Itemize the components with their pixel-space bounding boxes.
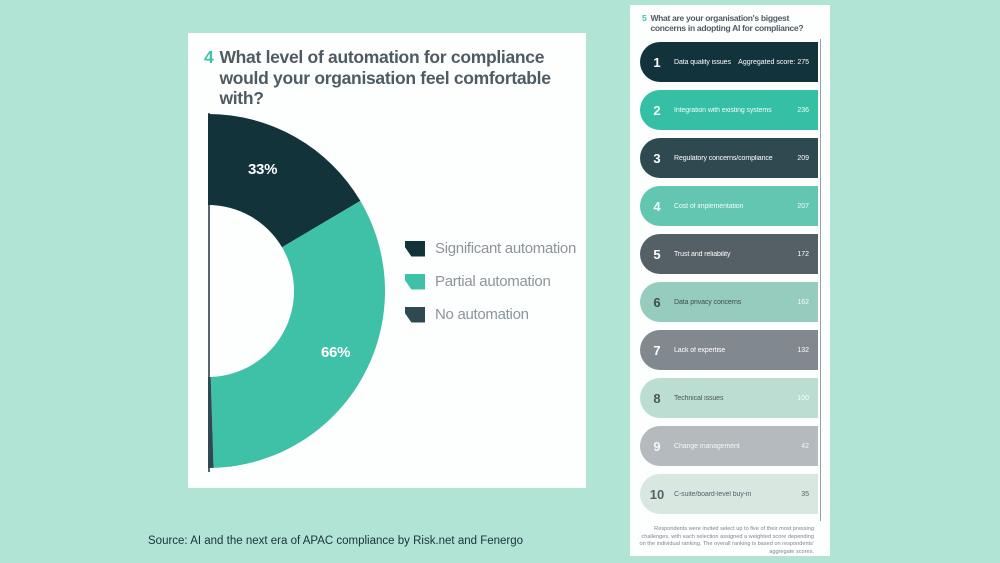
ranking-bar-5: 5 Trust and reliability 172	[640, 234, 818, 274]
ranking-question-title: 5 What are your organisation's biggest c…	[630, 5, 830, 33]
legend-marker-icon	[405, 240, 425, 257]
legend-label: Significant automation	[435, 240, 576, 257]
donut-slice-1	[210, 200, 385, 468]
concern-label: Change management	[674, 442, 740, 450]
ranking-bars: 1 Data quality issues Aggregated score: 27…	[640, 42, 818, 514]
concern-label: C-suite/board-level buy-in	[674, 490, 752, 498]
concern-label: Data privacy concerns	[674, 298, 742, 306]
rank-number: 1	[653, 54, 661, 70]
ranking-bar-8: 8 Technical issues 100	[640, 378, 818, 418]
ranking-bar-6: 6 Data privacy concerns 162	[640, 282, 818, 322]
donut-label-partial: 66%	[321, 344, 351, 361]
rank-number: 3	[653, 150, 661, 166]
concern-score: 42	[801, 442, 809, 450]
question-text: What are your organisation's biggest con…	[650, 13, 804, 34]
ranking-bar-7: 7 Lack of expertise 132	[640, 330, 818, 370]
donut-label-significant: 33%	[248, 161, 278, 178]
concerns-ranking-panel: 5 What are your organisation's biggest c…	[630, 5, 830, 556]
ranking-footnote: Respondents were invited select up to fi…	[639, 526, 814, 555]
legend-item-0: Significant automation	[405, 240, 576, 257]
concern-score: 172	[797, 250, 809, 258]
concern-score: 162	[797, 298, 809, 306]
legend-marker-icon	[405, 273, 425, 290]
concern-label: Regulatory concerns/compliance	[674, 154, 773, 162]
donut-legend: Significant automation Partial automation…	[405, 240, 576, 323]
concern-score: 132	[797, 346, 809, 354]
question-number: 4	[204, 47, 214, 67]
ranking-bar-2: 2 Integration with existing systems 236	[640, 90, 818, 130]
ranking-bar-1: 1 Data quality issues Aggregated score: 27…	[640, 42, 818, 82]
automation-donut-panel: 4 What level of automation for complianc…	[188, 33, 586, 488]
donut-chart	[208, 114, 385, 468]
question-text: What level of automation for compliance …	[219, 47, 551, 109]
concern-label: Technical issues	[674, 394, 724, 402]
concern-score: 100	[797, 394, 809, 402]
concern-score: 207	[797, 202, 809, 210]
donut-slice-2	[208, 376, 214, 468]
rank-number: 10	[649, 486, 665, 502]
ranking-bar-9: 9 Change management 42	[640, 426, 818, 466]
rank-number: 6	[653, 294, 661, 310]
rank-number: 7	[653, 342, 661, 358]
concern-label: Cost of implementation	[674, 202, 744, 210]
donut-slice-0	[208, 114, 361, 248]
legend-item-1: Partial automation	[405, 273, 576, 290]
legend-label: Partial automation	[435, 273, 551, 290]
concern-label: Trust and reliability	[674, 250, 731, 258]
legend-marker-icon	[405, 306, 425, 323]
rank-number: 4	[653, 198, 661, 214]
legend-label: No automation	[435, 306, 529, 323]
ranking-bar-10: 10 C-suite/board-level buy-in 35	[640, 474, 818, 514]
concern-score: 35	[801, 490, 809, 498]
concern-label: Integration with existing systems	[674, 106, 772, 114]
question-number: 5	[642, 13, 647, 23]
concern-score: 209	[797, 154, 809, 162]
legend-item-2: No automation	[405, 306, 576, 323]
ranking-bar-3: 3 Regulatory concerns/compliance 209	[640, 138, 818, 178]
ranking-bar-4: 4 Cost of implementation 207	[640, 186, 818, 226]
donut-question-title: 4 What level of automation for complianc…	[188, 33, 586, 109]
rank-number: 2	[653, 102, 661, 118]
rank-number: 8	[653, 390, 661, 406]
rank-number: 9	[653, 438, 661, 454]
source-attribution: Source: AI and the next era of APAC comp…	[148, 535, 524, 547]
concern-score: 236	[797, 106, 809, 114]
concern-label: Lack of expertise	[674, 346, 726, 354]
concern-label: Data quality issues	[674, 58, 731, 66]
ranking-right-axis	[820, 39, 821, 521]
donut-baseline-axis	[208, 113, 210, 472]
concern-score: Aggregated score: 275	[738, 58, 809, 66]
rank-number: 5	[653, 246, 661, 262]
